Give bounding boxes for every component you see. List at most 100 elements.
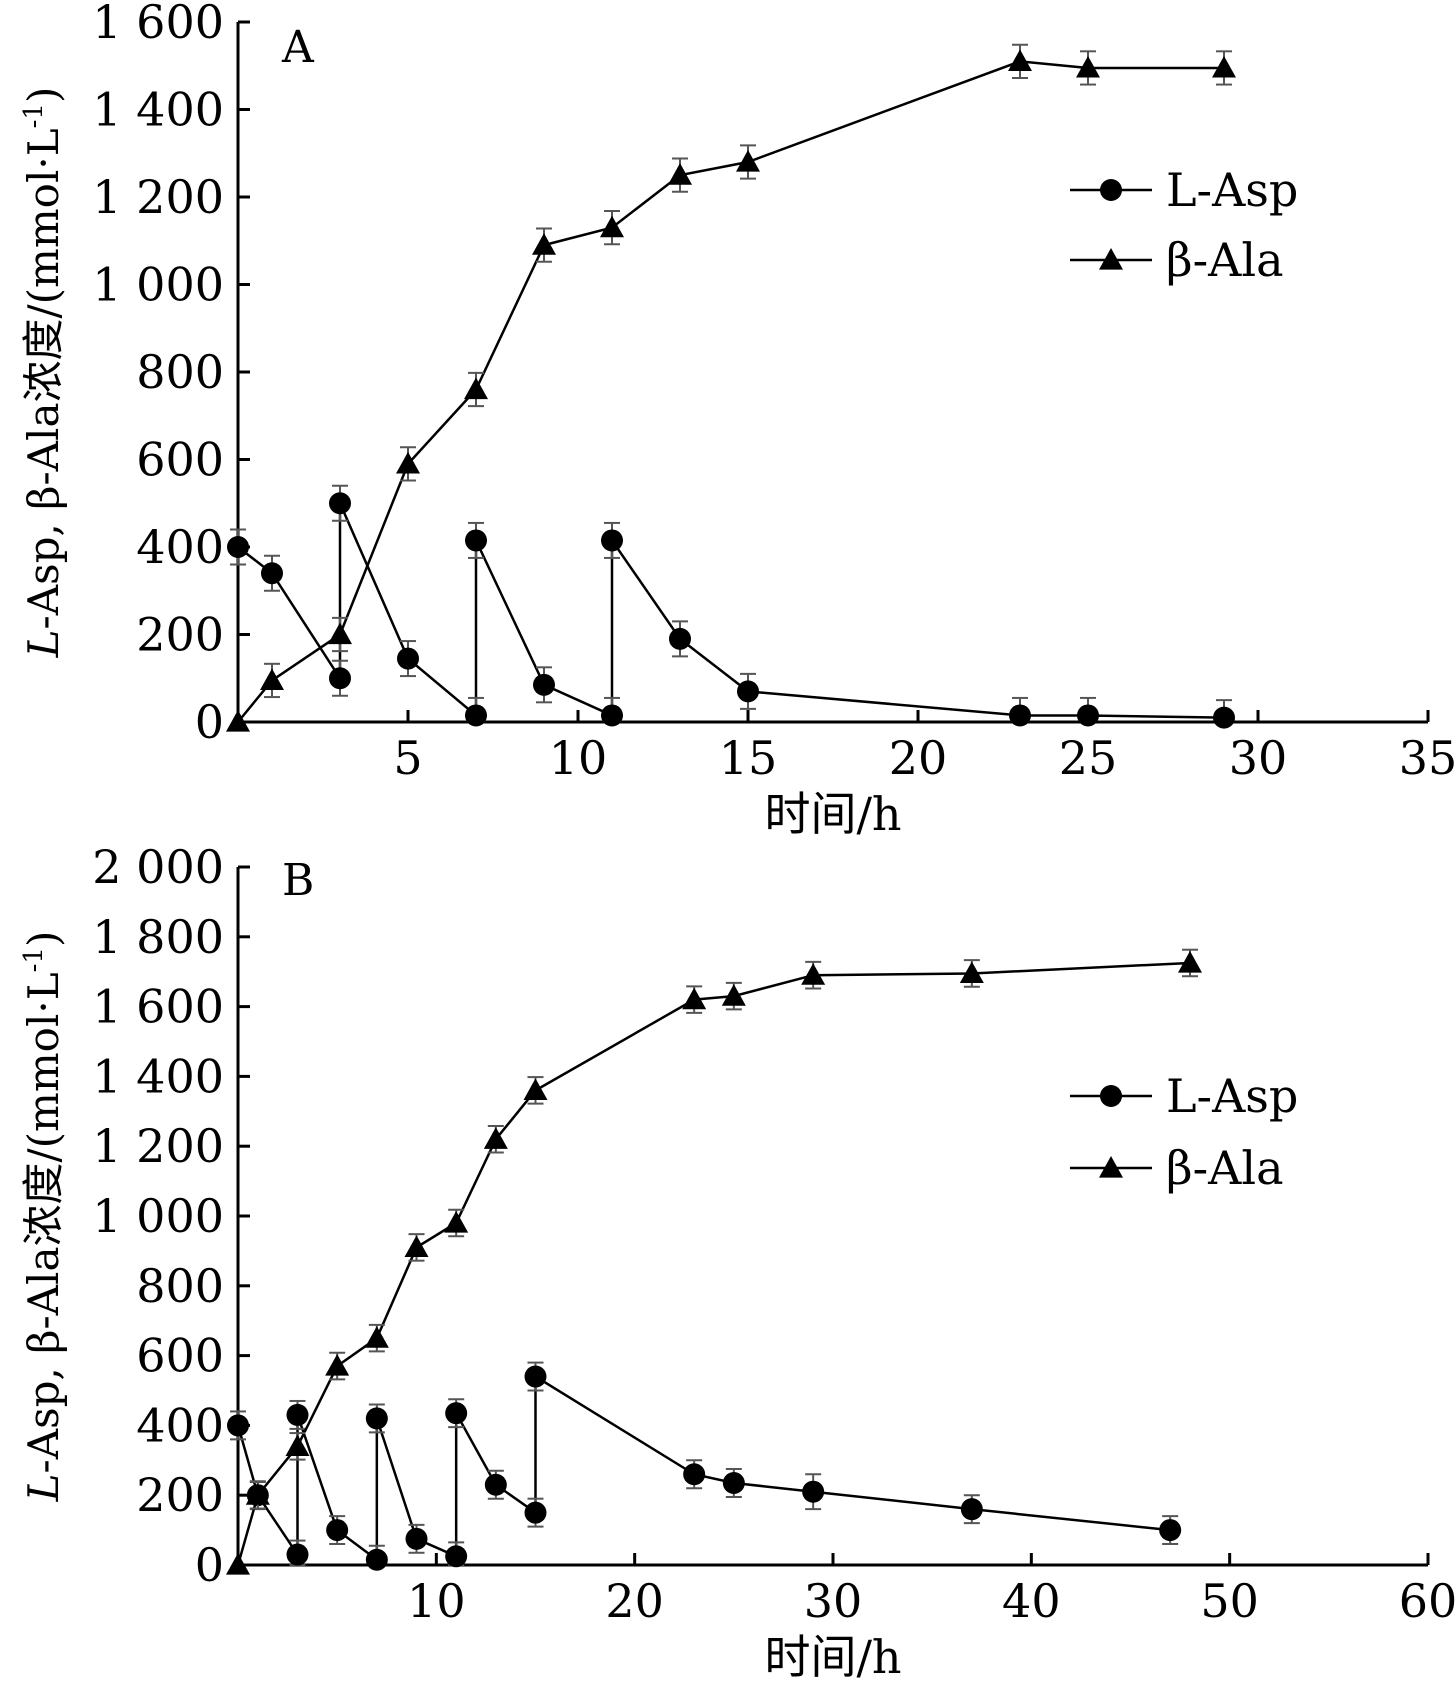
data-point xyxy=(532,233,556,255)
y-tick-label: 1 000 xyxy=(92,1189,224,1243)
x-tick-label: 20 xyxy=(889,731,948,785)
y-tick-label: 200 xyxy=(136,608,224,662)
data-point xyxy=(261,562,283,585)
data-point xyxy=(1008,49,1032,71)
x-tick-label: 5 xyxy=(393,731,422,785)
data-point xyxy=(245,1483,270,1505)
data-point xyxy=(444,1210,469,1233)
legend-label: β-Ala xyxy=(1166,1141,1284,1195)
data-point xyxy=(483,1127,508,1149)
series-line xyxy=(237,502,1225,719)
data-point xyxy=(285,1434,310,1456)
data-point xyxy=(1213,706,1235,729)
y-tick-label: 1 600 xyxy=(92,0,224,49)
data-point xyxy=(669,627,691,650)
data-point xyxy=(600,215,624,238)
series-line xyxy=(236,961,1191,1566)
data-point xyxy=(1009,704,1031,727)
x-axis-label: 时间/h xyxy=(764,1630,901,1684)
y-tick-label: 2 000 xyxy=(92,840,224,894)
data-point xyxy=(286,1403,309,1426)
x-axis-label: 时间/h xyxy=(764,787,901,841)
data-point xyxy=(1159,1519,1182,1542)
y-axis-label-italic: L xyxy=(19,1473,68,1502)
y-tick-label: 400 xyxy=(136,1398,224,1452)
data-point xyxy=(227,1414,249,1437)
data-point xyxy=(722,1471,745,1494)
data-point xyxy=(464,377,488,400)
x-tick-label: 20 xyxy=(605,1574,664,1628)
x-tick-label: 60 xyxy=(1399,1574,1455,1628)
data-point xyxy=(736,150,760,172)
legend-marker xyxy=(1099,248,1123,270)
y-axis-label-sup: -1 xyxy=(19,947,49,972)
data-point xyxy=(1212,55,1236,78)
y-tick-label: 200 xyxy=(136,1468,224,1522)
y-tick-label: 1 800 xyxy=(92,910,224,964)
data-point xyxy=(397,647,419,670)
series-l-asp xyxy=(227,1361,1182,1571)
data-point xyxy=(601,704,623,727)
y-axis-label-main: -Asp, β-Ala浓度/(mmol·L xyxy=(19,972,68,1473)
data-point xyxy=(737,680,759,703)
x-tick-label: 30 xyxy=(804,1574,863,1628)
data-point xyxy=(364,1326,389,1348)
legend-marker xyxy=(1099,1156,1123,1178)
panel-label: A xyxy=(281,22,315,73)
y-tick-label: 1 600 xyxy=(92,980,224,1034)
x-tick-label: 30 xyxy=(1229,731,1288,785)
data-point xyxy=(286,1543,309,1566)
data-point xyxy=(682,987,707,1010)
data-point xyxy=(226,1553,250,1575)
y-tick-label: 1 200 xyxy=(92,170,224,224)
data-point xyxy=(721,984,746,1006)
data-point xyxy=(524,1501,547,1524)
data-point xyxy=(329,667,351,690)
y-axis-label-italic: L xyxy=(19,629,68,658)
y-tick-label: 1 200 xyxy=(92,1119,224,1173)
data-point xyxy=(365,1548,388,1571)
y-axis-label-end: ) xyxy=(19,931,68,947)
y-axis-label-main: -Asp, β-Ala浓度/(mmol·L xyxy=(19,128,68,629)
legend-label: L-Asp xyxy=(1166,163,1298,217)
data-point xyxy=(260,668,284,691)
panel-label: B xyxy=(282,855,314,906)
data-point xyxy=(325,1354,350,1376)
chart-a: 5 10 15 20 25 30 35 0 200 400 600 800 1 000 1 200 1 40… xyxy=(19,0,1455,841)
legend: L-Asp β-Ala xyxy=(1070,1069,1298,1195)
x-tick-label: 40 xyxy=(1002,1574,1061,1628)
y-axis-label-sup: -1 xyxy=(19,103,49,128)
data-point xyxy=(1076,55,1100,78)
y-tick-label: 0 xyxy=(195,695,224,749)
data-point xyxy=(683,1463,706,1486)
data-point xyxy=(601,529,623,552)
data-point xyxy=(445,1545,468,1568)
data-point xyxy=(328,622,352,645)
y-tick-label: 600 xyxy=(136,1329,224,1383)
legend-label: β-Ala xyxy=(1166,233,1284,287)
data-point xyxy=(801,963,826,985)
x-tick-label: 10 xyxy=(549,731,608,785)
series-beta-ala xyxy=(226,43,1236,732)
series-l-asp xyxy=(227,484,1235,729)
data-point xyxy=(1178,950,1202,973)
y-tick-label: 1 400 xyxy=(92,83,224,137)
series-beta-ala xyxy=(226,948,1202,1575)
data-point xyxy=(226,710,250,732)
data-point xyxy=(533,673,555,696)
legend: L-Asp β-Ala xyxy=(1070,163,1298,287)
data-point xyxy=(802,1480,825,1503)
data-point xyxy=(445,1402,468,1425)
data-point xyxy=(524,1365,547,1388)
data-point xyxy=(326,1519,349,1542)
x-tick-label: 35 xyxy=(1399,731,1455,785)
y-tick-label: 400 xyxy=(136,520,224,574)
data-point xyxy=(365,1407,388,1430)
data-point xyxy=(668,163,692,185)
legend-label: L-Asp xyxy=(1166,1069,1298,1123)
series-line xyxy=(237,60,1224,723)
data-point xyxy=(405,1527,428,1550)
data-point xyxy=(465,529,487,552)
